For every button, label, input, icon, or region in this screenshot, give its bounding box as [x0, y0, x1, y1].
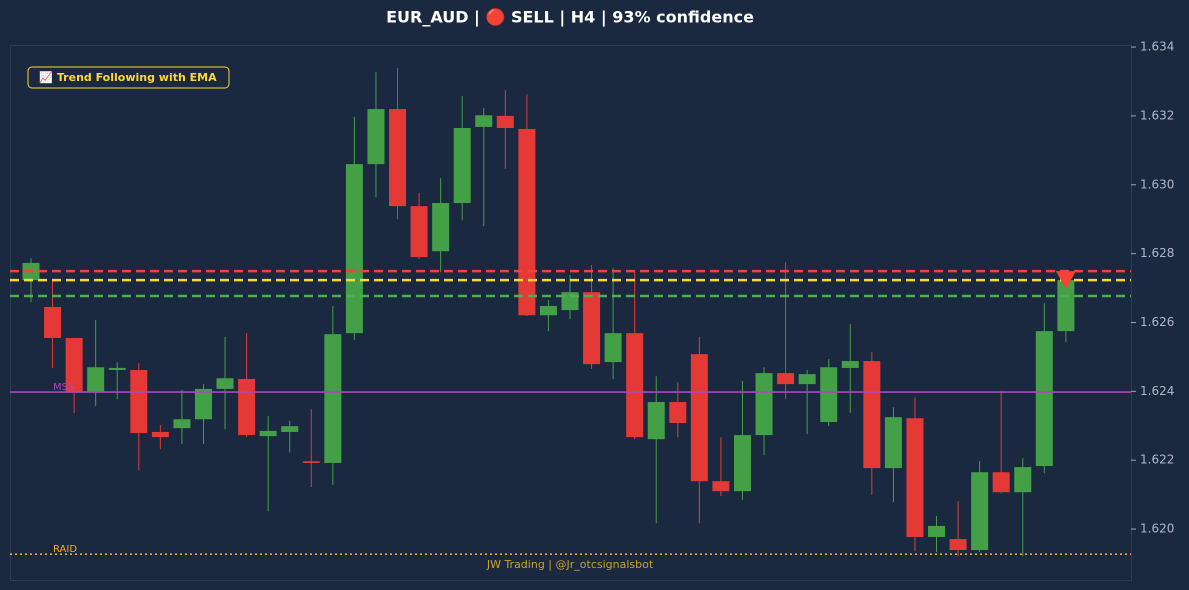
candle-body: [1035, 331, 1053, 467]
candle-body: [259, 430, 277, 437]
candle-body: [539, 305, 557, 316]
level-label: RAID: [53, 544, 77, 555]
candle-body: [389, 109, 407, 207]
candle-body: [928, 525, 946, 537]
y-tick-label: 1.620: [1140, 522, 1174, 536]
y-tick-label: 1.626: [1140, 315, 1174, 329]
watermark: JW Trading | @Jr_otcsignalsbot: [486, 558, 654, 571]
candle-body: [604, 333, 622, 363]
candle-body: [949, 539, 967, 551]
candle-body: [87, 367, 105, 393]
candle-body: [496, 115, 514, 128]
level-label: MSS: [53, 382, 74, 393]
candle-body: [712, 481, 730, 492]
candle-body: [475, 115, 493, 127]
candle-body: [238, 378, 256, 436]
candle-body: [626, 333, 644, 438]
candle-body: [777, 373, 795, 385]
candle-body: [216, 378, 234, 389]
candle-body: [906, 418, 924, 537]
candle-body: [1057, 280, 1075, 332]
plot-frame: [10, 45, 1132, 581]
candle-body: [453, 127, 471, 204]
candle-body: [755, 373, 773, 436]
candle-body: [432, 203, 450, 252]
chart-title: EUR_AUD | 🔴 SELL | H4 | 93% confidence: [386, 8, 754, 28]
candle-body: [410, 206, 428, 258]
candle-body: [130, 369, 148, 433]
candle-body: [173, 419, 191, 429]
candle-body: [690, 354, 708, 482]
candle-body: [324, 334, 342, 463]
candle-body: [151, 431, 169, 438]
y-tick-label: 1.622: [1140, 453, 1174, 467]
candle-body: [992, 472, 1010, 493]
annotation-box: [27, 66, 230, 89]
y-tick-label: 1.624: [1140, 384, 1174, 398]
candle-body: [194, 388, 212, 420]
annotation: 📈 Trend Following with EMA: [39, 71, 217, 84]
candle-body: [518, 129, 536, 316]
y-tick-label: 1.634: [1140, 40, 1174, 54]
candle-body: [44, 306, 62, 338]
candle-body: [798, 374, 816, 385]
candle-body: [884, 417, 902, 469]
y-tick-label: 1.632: [1140, 108, 1174, 122]
candle-body: [367, 109, 385, 165]
candle-body: [281, 426, 299, 432]
candle-body: [733, 435, 751, 492]
candle-body: [841, 361, 859, 368]
candle-body: [647, 402, 665, 440]
candle-body: [820, 367, 838, 422]
candle-body: [108, 367, 126, 370]
candle-body: [863, 361, 881, 469]
candle-body: [1014, 467, 1032, 493]
candle-body: [583, 292, 601, 365]
y-tick-label: 1.630: [1140, 177, 1174, 191]
candle-body: [65, 337, 83, 393]
signal-marker: [1055, 271, 1076, 290]
candle-body: [345, 164, 363, 334]
candle-body: [971, 472, 989, 551]
candle-body: [302, 461, 320, 463]
candle-body: [669, 402, 687, 424]
y-tick-label: 1.628: [1140, 246, 1174, 260]
